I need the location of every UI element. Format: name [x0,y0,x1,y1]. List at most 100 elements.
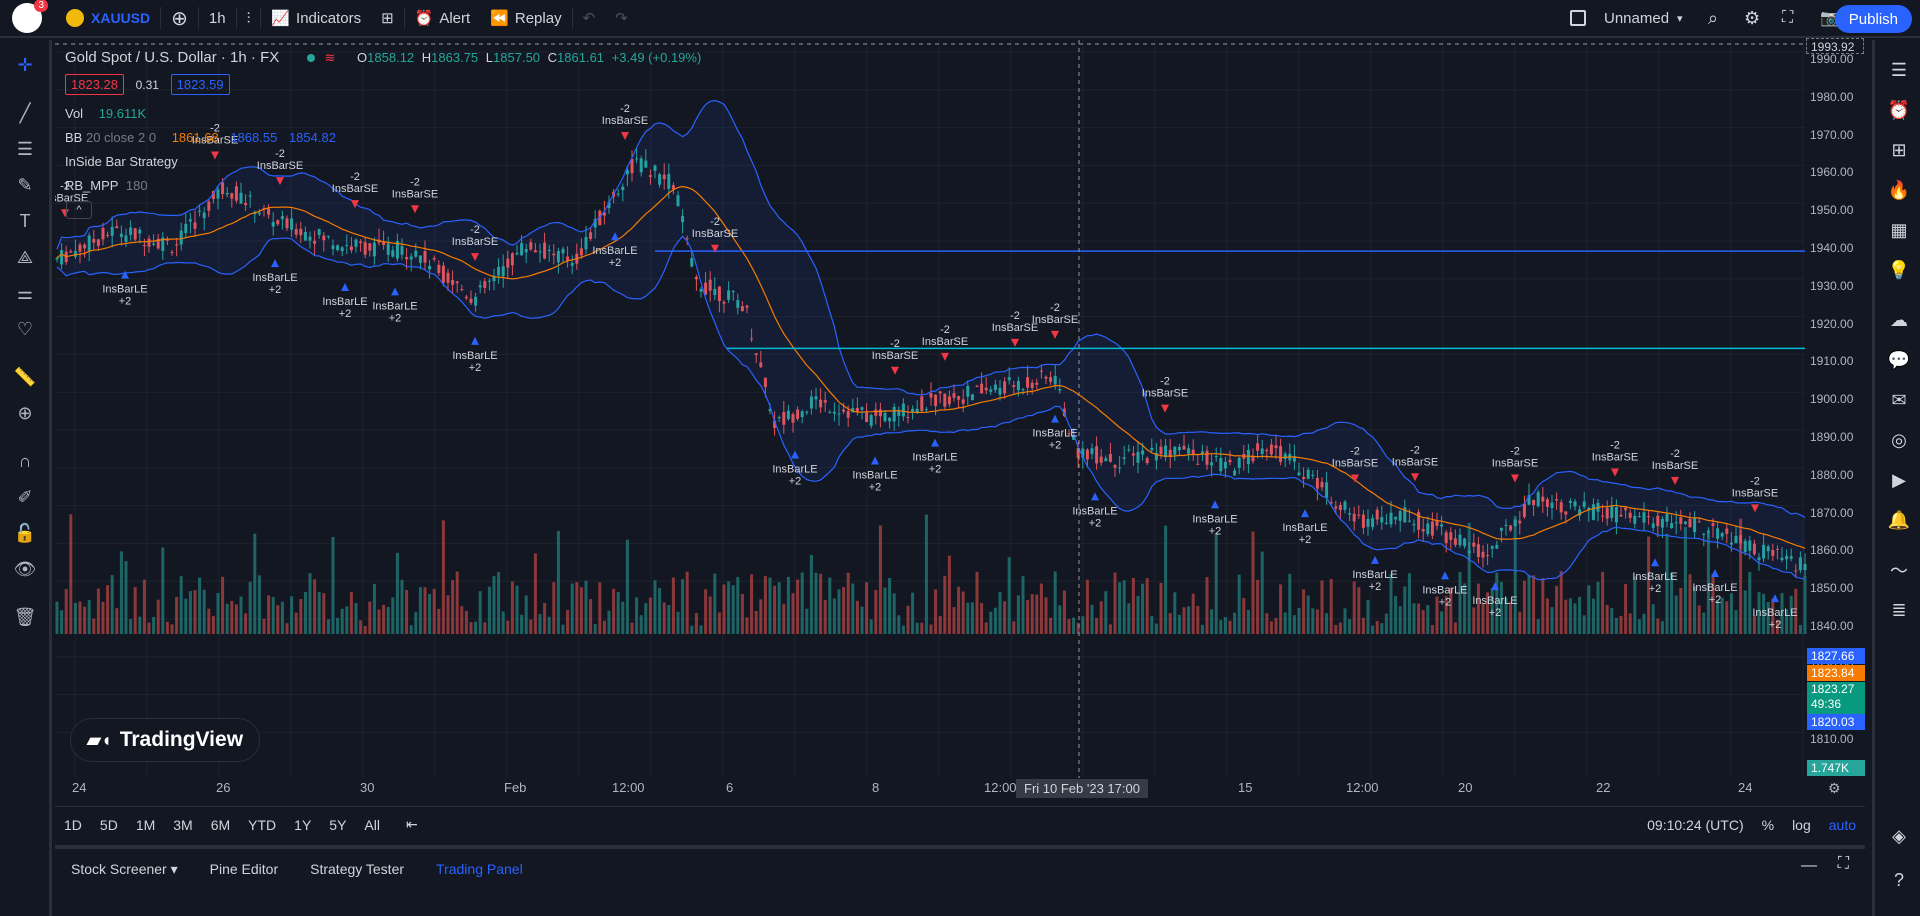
legend-strategy[interactable]: InSide Bar Strategy [65,154,178,169]
range-button[interactable]: YTD [248,816,277,833]
hotlist-fire-icon[interactable]: 🔥 [1887,179,1911,200]
legend-rb-mpp[interactable]: RB_MPP 180 [65,178,148,193]
candle-body [1573,501,1577,507]
redo-button[interactable]: ↷ [605,0,638,37]
log-toggle[interactable]: log [1792,816,1811,833]
range-button[interactable]: 1Y [294,816,312,833]
range-button[interactable]: 5Y [329,816,347,833]
candle-body [414,250,418,257]
lock-drawing-icon[interactable]: ✐ [17,486,33,507]
range-button[interactable]: 6M [210,816,231,833]
date-range-button[interactable]: ⇤ [397,816,427,833]
buy-button[interactable]: 1823.59 [170,74,230,95]
volume-bar [1568,598,1572,634]
crosshair-icon[interactable]: ✛ [17,54,33,75]
trash-icon[interactable]: 🗑 [13,606,37,627]
settings-button[interactable]: ⚙ [1734,0,1770,37]
alarm-clock-icon[interactable]: ⏰ [1887,99,1911,120]
messages-icon[interactable]: ✉ [1891,389,1907,410]
range-button[interactable]: 1D [64,816,82,833]
range-button[interactable]: 3M [173,816,193,833]
candle-body [1131,453,1135,456]
candle-body [625,169,629,175]
layers-icon[interactable]: ◈ [1892,825,1906,846]
volume-bar [1242,598,1246,634]
compare-button[interactable]: ⊕ [161,0,198,37]
watchlist-icon[interactable]: ☰ [1890,59,1908,80]
candle-body [1237,457,1241,468]
heart-icon[interactable]: ♡ [16,318,34,339]
volume-bar [106,585,110,634]
legend-bollinger[interactable]: BB 20 close 2 0 1861.68 1868.55 1854.82 [65,130,336,145]
chat-cloud-icon[interactable]: ☁ [1890,309,1908,330]
prediction-icon[interactable]: ⚌ [16,282,34,303]
dom-icon[interactable]: ≣ [1891,599,1907,620]
tradingview-logo[interactable]: ▰◖ TradingView [70,718,261,762]
price-axis-label: 1880.00 [1810,467,1854,482]
play-icon[interactable]: ▶ [1892,469,1906,490]
price-chart[interactable]: -2InsBarSE-2InsBarSE-2InsBarSE-2InsBarSE… [55,40,1869,778]
price-axis-label: 1910.00 [1810,354,1854,369]
ruler-icon[interactable]: 📏 [13,366,37,387]
maximize-panel-button[interactable]: ⛶ [1838,855,1849,873]
square-icon [1570,10,1586,26]
candle-body [1522,503,1526,518]
trend-line-icon[interactable]: ╱ [19,102,31,123]
candle-body [349,246,353,251]
volume-bar [570,583,574,634]
undo-button[interactable]: ↶ [573,0,606,37]
fullscreen-button[interactable]: ⛶ [1772,0,1803,37]
notifications-bell-icon[interactable]: 🔔 [1887,509,1911,530]
user-avatar[interactable]: 3 [12,0,48,33]
percent-toggle[interactable]: % [1761,816,1775,833]
interval-button[interactable]: 1h [208,9,226,27]
range-button[interactable]: 1M [135,816,156,833]
eye-icon[interactable]: 👁 [13,558,37,579]
range-button[interactable]: All [364,816,380,833]
auto-toggle[interactable]: auto [1828,816,1856,833]
text-icon[interactable]: T [19,210,31,231]
lock-icon[interactable]: 🔓 [13,522,37,543]
volume-bar [1099,601,1103,634]
volume-bar [303,591,307,634]
symbol-search[interactable]: XAUUSD [56,0,160,37]
chats-icon[interactable]: 💬 [1887,349,1911,370]
clock[interactable]: 09:10:24 (UTC) [1647,816,1744,833]
horizontal-lines-icon[interactable]: ☰ [16,138,34,159]
candle-body [993,384,997,391]
volume-bar [1292,615,1296,634]
calendar-icon[interactable]: ▦ [1890,219,1908,240]
layout-menu[interactable]: Unnamed ▾ [1560,0,1693,37]
chart-type-button[interactable]: ⫶ [237,0,261,37]
minimize-panel-button[interactable]: — [1801,857,1817,875]
bottom-tab[interactable]: Strategy Tester [310,861,405,877]
alert-button[interactable]: ⏰ Alert [405,0,481,37]
axis-settings-button[interactable]: ⚙ [1828,780,1841,797]
magnet-icon[interactable]: ∩ [18,450,32,471]
ideas-bulb-icon[interactable]: 💡 [1887,259,1911,280]
candle-body [1292,456,1296,462]
help-icon[interactable]: ? [1893,869,1904,890]
pattern-icon[interactable]: ⟁ [16,246,34,267]
indicators-button[interactable]: 📈 Indicators [261,0,371,37]
candle-body [538,251,542,253]
templates-button[interactable]: ⊞ [371,0,404,37]
trading-panel-icon[interactable]: 〜 [1890,561,1908,581]
brush-icon[interactable]: ✎ [17,174,33,195]
range-button[interactable]: 5D [99,816,118,833]
replay-button[interactable]: ⏪ Replay [480,0,571,37]
zoom-in-icon[interactable]: ⊕ [17,402,33,423]
streams-icon[interactable]: ◎ [1891,429,1907,450]
bottom-tab[interactable]: Pine Editor [209,861,279,877]
volume-bar [1081,616,1085,634]
sell-button[interactable]: 1823.28 [65,74,124,95]
bottom-tab[interactable]: Stock Screener ▾ [71,860,178,877]
add-list-icon[interactable]: ⊞ [1891,139,1907,160]
bottom-tab[interactable]: Trading Panel [436,861,523,877]
long-arrow-icon [791,450,799,459]
collapse-legend-button[interactable]: ^ [66,201,92,219]
search-button[interactable]: ⌕ [1698,0,1728,37]
publish-button[interactable]: Publish [1834,5,1912,33]
legend-volume[interactable]: Vol 19.611K [65,106,146,121]
volume-bar [267,595,271,634]
